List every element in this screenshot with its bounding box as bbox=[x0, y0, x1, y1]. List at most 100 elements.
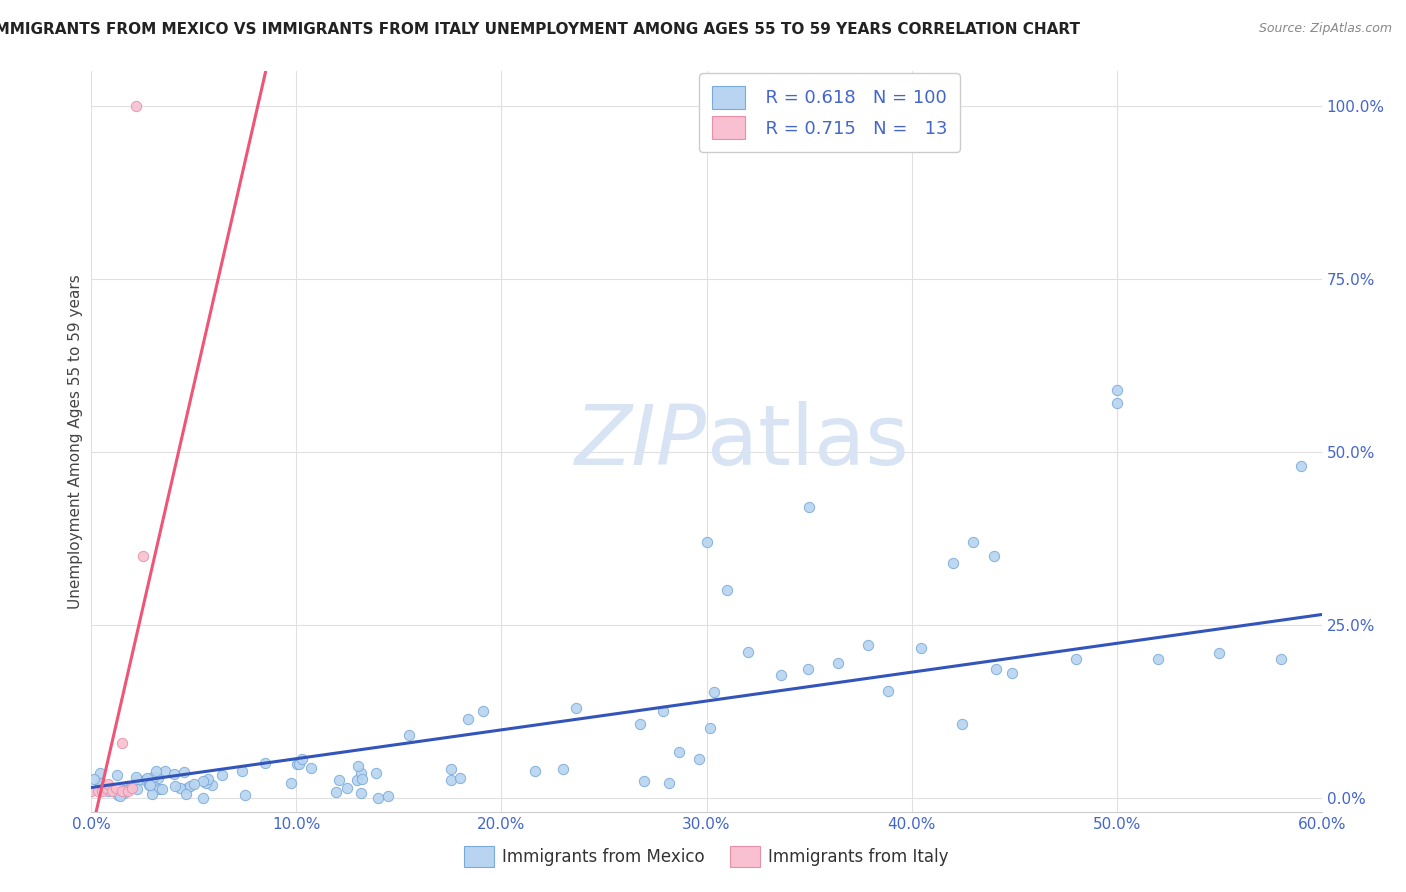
Point bbox=[350, 766, 373, 780]
Point bbox=[94, 780, 117, 795]
Point bbox=[288, 756, 311, 771]
Point bbox=[1146, 652, 1168, 666]
Point bbox=[90, 784, 112, 798]
Point bbox=[1105, 396, 1128, 410]
Point bbox=[285, 757, 308, 772]
Point bbox=[86, 784, 108, 798]
Y-axis label: Unemployment Among Ages 55 to 59 years: Unemployment Among Ages 55 to 59 years bbox=[67, 274, 83, 609]
Point bbox=[146, 771, 169, 785]
Point bbox=[176, 781, 198, 796]
Point bbox=[142, 780, 165, 794]
Point bbox=[346, 773, 368, 788]
Point bbox=[523, 764, 546, 778]
Point bbox=[658, 776, 681, 790]
Point bbox=[127, 782, 149, 797]
Point bbox=[325, 785, 347, 799]
Point bbox=[950, 716, 973, 731]
Point bbox=[856, 638, 879, 652]
Point bbox=[1208, 646, 1230, 660]
Point bbox=[695, 534, 717, 549]
Point bbox=[111, 735, 134, 749]
Point bbox=[118, 781, 141, 796]
Text: ZIP: ZIP bbox=[575, 401, 706, 482]
Point bbox=[211, 768, 233, 782]
Point bbox=[183, 777, 205, 791]
Legend: Immigrants from Mexico, Immigrants from Italy: Immigrants from Mexico, Immigrants from … bbox=[457, 839, 956, 874]
Point bbox=[125, 99, 148, 113]
Point bbox=[797, 662, 820, 676]
Point bbox=[440, 762, 463, 776]
Point bbox=[703, 685, 725, 699]
Point bbox=[193, 790, 215, 805]
Point bbox=[90, 778, 112, 792]
Point bbox=[179, 779, 201, 793]
Point bbox=[628, 717, 651, 731]
Text: Source: ZipAtlas.com: Source: ZipAtlas.com bbox=[1258, 22, 1392, 36]
Point bbox=[299, 761, 322, 775]
Text: atlas: atlas bbox=[706, 401, 908, 482]
Point bbox=[633, 773, 655, 788]
Point bbox=[233, 788, 256, 802]
Point bbox=[131, 549, 153, 563]
Point bbox=[377, 789, 399, 803]
Point bbox=[910, 641, 932, 656]
Point bbox=[97, 784, 120, 798]
Point bbox=[194, 776, 217, 790]
Point bbox=[142, 770, 165, 784]
Point bbox=[112, 786, 135, 800]
Point bbox=[1001, 665, 1024, 680]
Point bbox=[136, 771, 159, 785]
Point bbox=[127, 773, 149, 788]
Point bbox=[148, 782, 170, 797]
Point bbox=[440, 772, 463, 787]
Point bbox=[97, 777, 120, 791]
Point bbox=[174, 787, 197, 801]
Point bbox=[716, 583, 738, 598]
Point bbox=[877, 683, 900, 698]
Point bbox=[827, 656, 849, 670]
Point bbox=[197, 772, 219, 786]
Point bbox=[651, 705, 673, 719]
Point bbox=[699, 721, 721, 735]
Point bbox=[291, 752, 314, 766]
Point bbox=[254, 756, 277, 771]
Point bbox=[668, 745, 690, 759]
Point bbox=[173, 764, 195, 779]
Point bbox=[942, 556, 965, 570]
Point bbox=[114, 782, 136, 797]
Text: IMMIGRANTS FROM MEXICO VS IMMIGRANTS FROM ITALY UNEMPLOYMENT AMONG AGES 55 TO 59: IMMIGRANTS FROM MEXICO VS IMMIGRANTS FRO… bbox=[0, 22, 1080, 37]
Point bbox=[1105, 383, 1128, 397]
Point bbox=[797, 500, 820, 515]
Point bbox=[101, 784, 124, 798]
Point bbox=[336, 781, 359, 796]
Point bbox=[737, 645, 759, 659]
Point bbox=[352, 772, 374, 786]
Point bbox=[193, 774, 215, 789]
Point bbox=[150, 781, 173, 796]
Point bbox=[163, 767, 186, 781]
Point bbox=[367, 790, 389, 805]
Point bbox=[105, 780, 127, 795]
Point bbox=[105, 767, 128, 781]
Point bbox=[155, 764, 177, 779]
Point bbox=[449, 772, 471, 786]
Point bbox=[398, 728, 420, 742]
Point bbox=[472, 705, 495, 719]
Point bbox=[962, 534, 984, 549]
Point bbox=[364, 765, 387, 780]
Point bbox=[201, 778, 224, 792]
Point bbox=[138, 778, 160, 792]
Point bbox=[134, 772, 156, 787]
Point bbox=[141, 787, 163, 801]
Point bbox=[984, 662, 1007, 676]
Point bbox=[1270, 652, 1292, 666]
Point bbox=[688, 752, 710, 766]
Point bbox=[1289, 458, 1312, 473]
Point bbox=[125, 770, 148, 784]
Point bbox=[983, 549, 1005, 563]
Point bbox=[83, 772, 105, 786]
Point bbox=[111, 784, 134, 798]
Point bbox=[350, 786, 373, 800]
Point bbox=[115, 780, 138, 794]
Point bbox=[80, 784, 103, 798]
